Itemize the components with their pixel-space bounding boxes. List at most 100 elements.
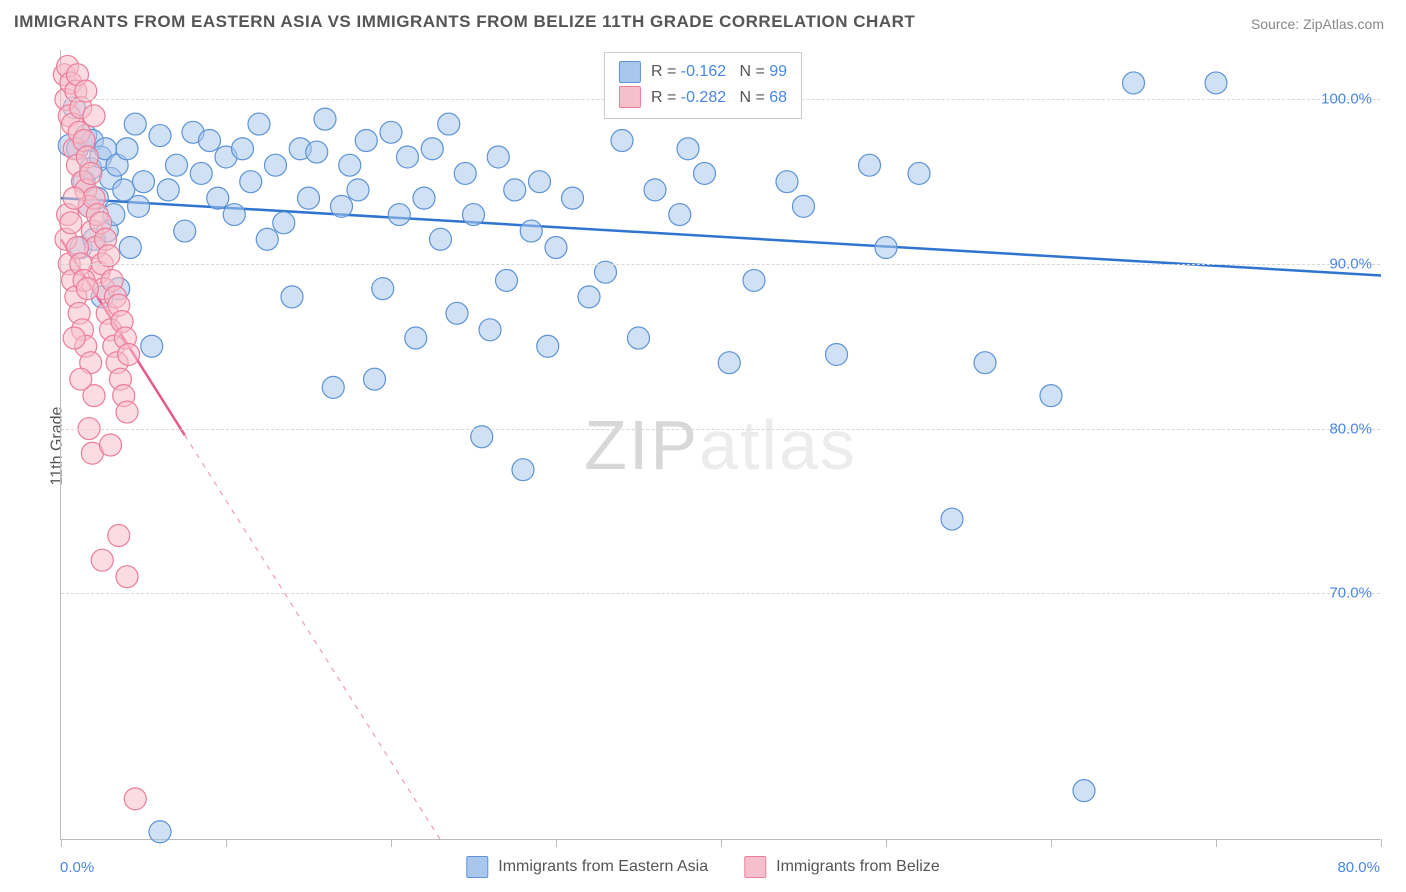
data-point	[83, 105, 105, 127]
x-origin-label: 0.0%	[60, 859, 94, 876]
data-point	[743, 269, 765, 291]
data-point	[128, 195, 150, 217]
data-point	[80, 162, 102, 184]
data-point	[537, 335, 559, 357]
x-tick	[61, 839, 62, 847]
data-point	[413, 187, 435, 209]
data-point	[454, 162, 476, 184]
data-point	[124, 788, 146, 810]
data-point	[908, 162, 930, 184]
data-point	[100, 434, 122, 456]
data-point	[875, 237, 897, 259]
data-point	[63, 327, 85, 349]
data-point	[405, 327, 427, 349]
data-point	[91, 549, 113, 571]
data-point	[322, 376, 344, 398]
data-point	[116, 401, 138, 423]
x-tick	[721, 839, 722, 847]
data-point	[388, 204, 410, 226]
data-point	[446, 302, 468, 324]
data-point	[248, 113, 270, 135]
data-point	[331, 195, 353, 217]
data-point	[76, 278, 98, 300]
x-tick	[1216, 839, 1217, 847]
stats-text: R = -0.282 N = 68	[651, 85, 787, 111]
data-point	[364, 368, 386, 390]
data-point	[60, 212, 82, 234]
series-label: Immigrants from Eastern Asia	[498, 858, 708, 876]
data-point	[199, 130, 221, 152]
data-point	[133, 171, 155, 193]
source-label: Source:	[1251, 16, 1303, 32]
y-tick-label: 70.0%	[1329, 585, 1372, 602]
data-point	[149, 125, 171, 147]
data-point	[487, 146, 509, 168]
legend-swatch	[466, 856, 488, 878]
grid-line	[61, 429, 1380, 430]
data-point	[397, 146, 419, 168]
data-point	[281, 286, 303, 308]
data-point	[1123, 72, 1145, 94]
data-point	[119, 237, 141, 259]
scatter-svg	[61, 50, 1380, 839]
data-point	[298, 187, 320, 209]
data-point	[628, 327, 650, 349]
data-point	[479, 319, 501, 341]
data-point	[347, 179, 369, 201]
data-point	[1205, 72, 1227, 94]
data-point	[644, 179, 666, 201]
data-point	[496, 269, 518, 291]
data-point	[941, 508, 963, 530]
stats-legend: R = -0.162 N = 99R = -0.282 N = 68	[604, 52, 802, 119]
data-point	[157, 179, 179, 201]
chart-title: IMMIGRANTS FROM EASTERN ASIA VS IMMIGRAN…	[14, 12, 915, 32]
grid-line	[61, 264, 1380, 265]
data-point	[306, 141, 328, 163]
data-point	[718, 352, 740, 374]
data-point	[149, 821, 171, 843]
data-point	[116, 566, 138, 588]
data-point	[1073, 780, 1095, 802]
x-max-label: 80.0%	[1337, 859, 1380, 876]
data-point	[174, 220, 196, 242]
data-point	[669, 204, 691, 226]
data-point	[232, 138, 254, 160]
data-point	[124, 113, 146, 135]
data-point	[677, 138, 699, 160]
y-tick-label: 80.0%	[1329, 420, 1372, 437]
y-tick-label: 100.0%	[1321, 91, 1372, 108]
data-point	[421, 138, 443, 160]
data-point	[265, 154, 287, 176]
data-point	[141, 335, 163, 357]
data-point	[578, 286, 600, 308]
data-point	[108, 525, 130, 547]
data-point	[1040, 385, 1062, 407]
regression-line-dashed	[185, 435, 441, 840]
data-point	[611, 130, 633, 152]
data-point	[116, 138, 138, 160]
series-legend: Immigrants from Eastern Asia Immigrants f…	[466, 856, 939, 878]
data-point	[190, 162, 212, 184]
data-point	[545, 237, 567, 259]
data-point	[314, 108, 336, 130]
data-point	[430, 228, 452, 250]
x-tick	[226, 839, 227, 847]
data-point	[504, 179, 526, 201]
data-point	[63, 187, 85, 209]
source-name: ZipAtlas.com	[1303, 16, 1384, 32]
data-point	[793, 195, 815, 217]
data-point	[826, 343, 848, 365]
x-tick	[1051, 839, 1052, 847]
series-label: Immigrants from Belize	[776, 858, 940, 876]
data-point	[355, 130, 377, 152]
data-point	[562, 187, 584, 209]
data-point	[339, 154, 361, 176]
data-point	[166, 154, 188, 176]
data-point	[776, 171, 798, 193]
legend-swatch	[619, 86, 641, 108]
stats-legend-row: R = -0.162 N = 99	[619, 59, 787, 85]
data-point	[372, 278, 394, 300]
grid-line	[61, 593, 1380, 594]
data-point	[974, 352, 996, 374]
data-point	[512, 459, 534, 481]
